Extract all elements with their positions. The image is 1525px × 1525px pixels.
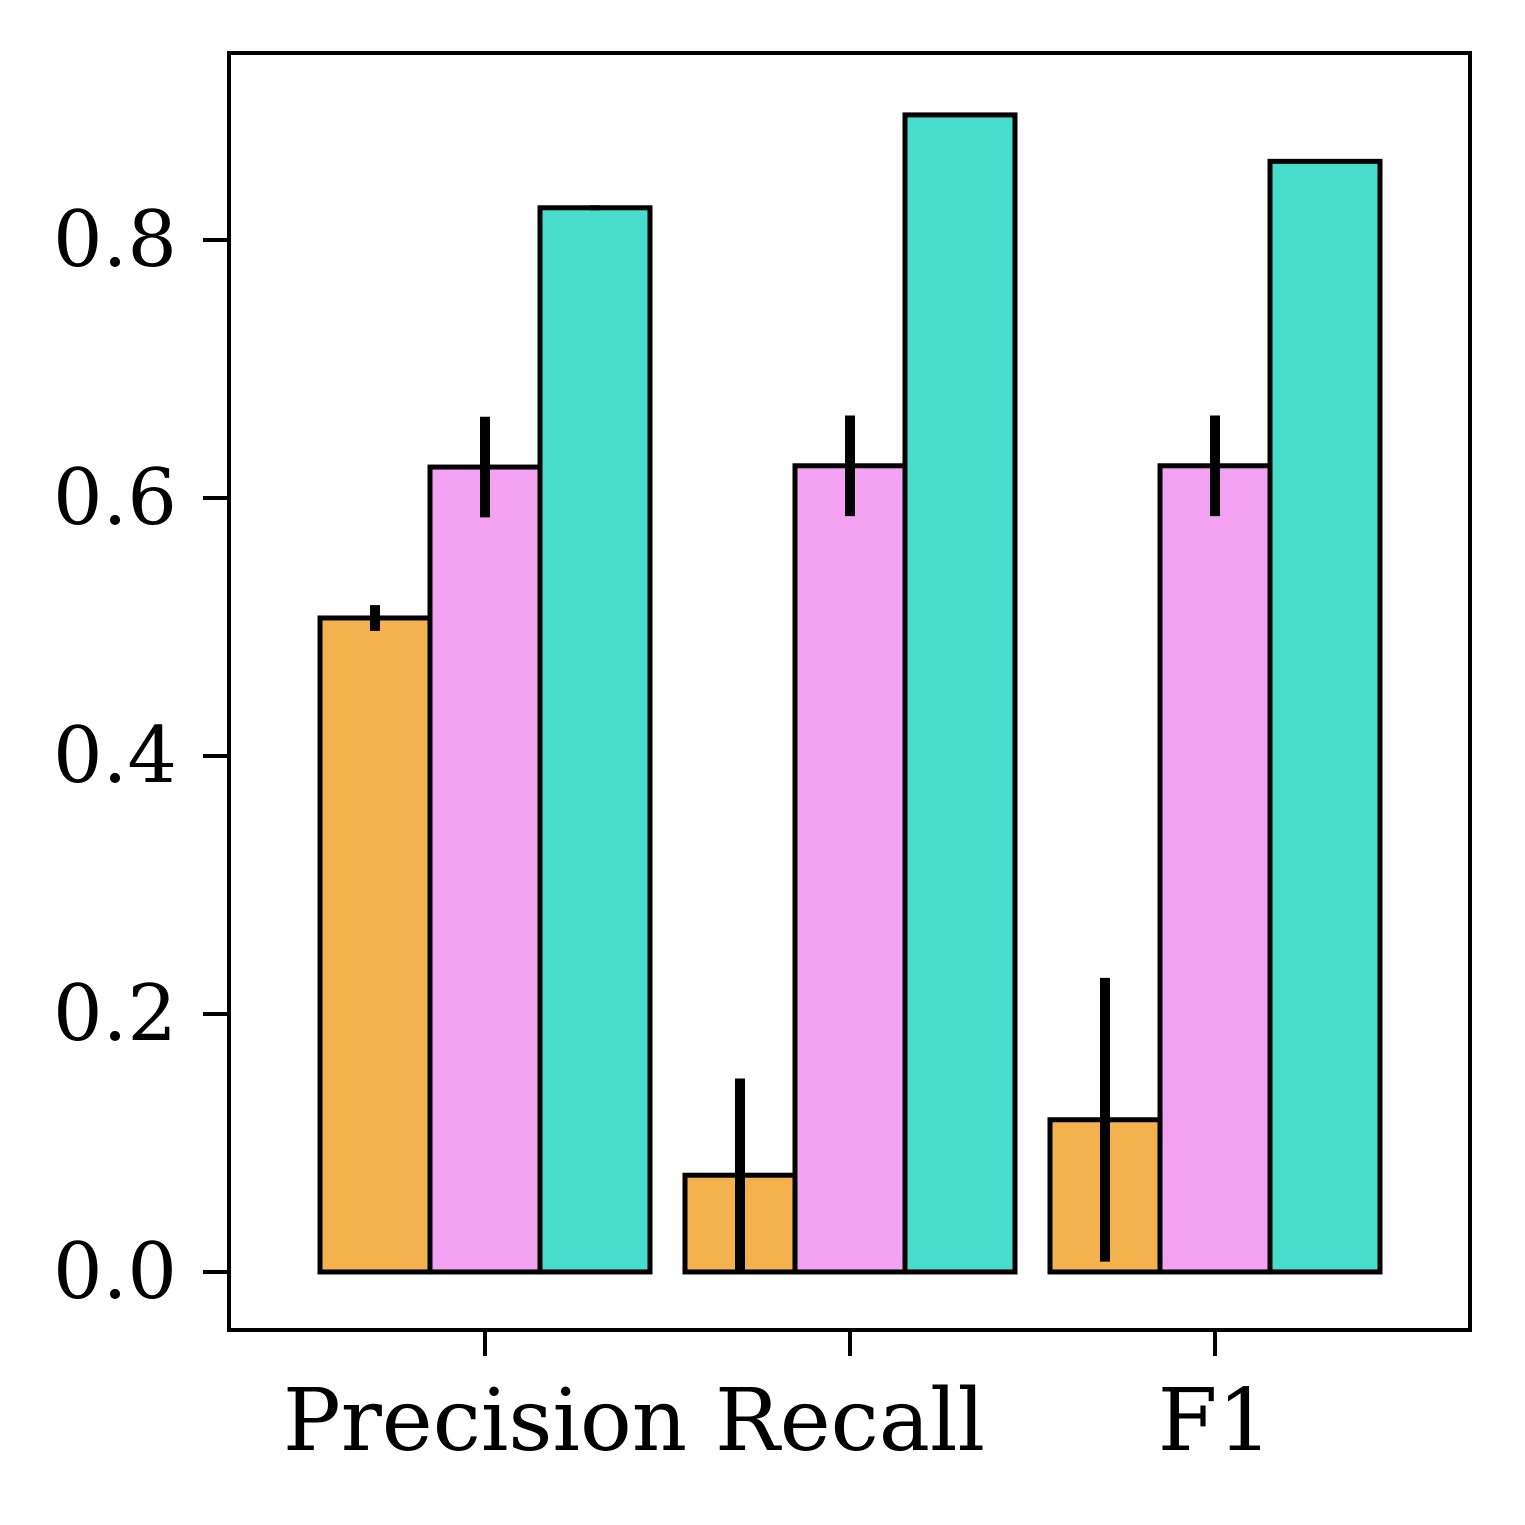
bar-recall-series-pink (792, 463, 908, 1275)
y-tick-label: 0.2 (53, 969, 177, 1059)
y-tick-label: 0.8 (53, 195, 177, 285)
y-axis: 0.0 0.2 0.4 0.6 0.8 (53, 195, 229, 1317)
y-tick-label: 0.0 (53, 1227, 177, 1317)
y-tick-label: 0.6 (53, 453, 177, 543)
bar-precision-series-pink (427, 464, 543, 1275)
x-tick-label-recall: Recall (715, 1371, 985, 1471)
bar-f1-series-teal (1267, 158, 1383, 1275)
bars-layer (317, 112, 1383, 1275)
bar-precision-series-orange (317, 615, 433, 1275)
bar-precision-series-teal (537, 205, 653, 1275)
x-tick-label-f1: F1 (1158, 1371, 1272, 1471)
bar-f1-series-pink (1157, 463, 1273, 1275)
x-axis: Precision Recall F1 (283, 1330, 1272, 1471)
y-tick-label: 0.4 (53, 711, 177, 801)
error-bars-layer (370, 205, 1220, 1272)
x-tick-label-precision: Precision (283, 1371, 687, 1471)
bar-recall-series-teal (902, 112, 1018, 1275)
